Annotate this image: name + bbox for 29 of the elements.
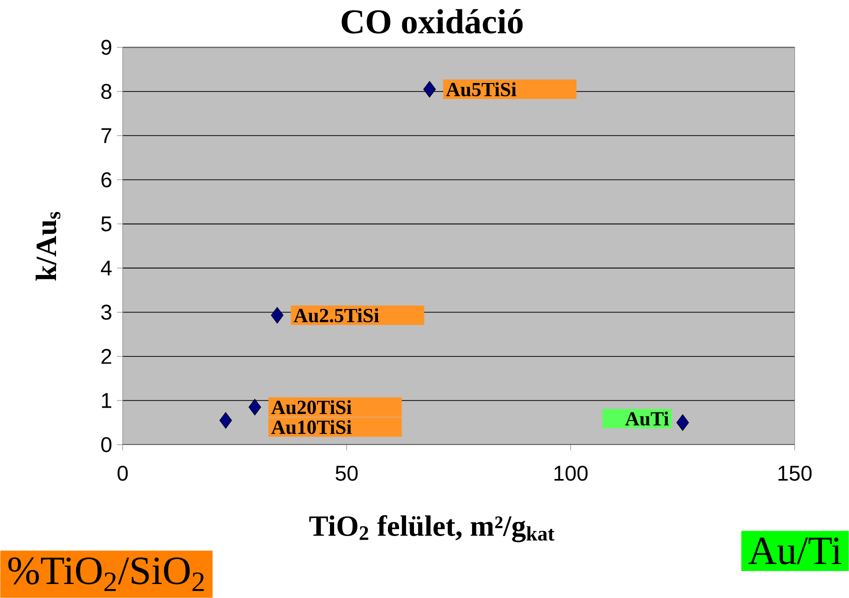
text: %TiO$_{2}$/SiO$_{2}$ bbox=[8, 557, 204, 592]
annotation: Au2.5TiSi bbox=[294, 308, 379, 322]
y-tick-label: 2 bbox=[101, 348, 112, 364]
y-tick-label: 8 bbox=[101, 84, 112, 100]
y-tick-label: 1 bbox=[102, 393, 112, 408]
y-tick-label: 4 bbox=[100, 260, 112, 276]
y-tick-label: 7 bbox=[101, 128, 112, 143]
y-axis-title: k/Au$_{s}$ bbox=[36, 212, 60, 281]
point bbox=[423, 81, 436, 98]
text: Au/Ti bbox=[748, 538, 842, 564]
y-tick-label: 9 bbox=[101, 40, 112, 55]
chart-title: CO oxidáció bbox=[342, 9, 523, 34]
annotation: Au20TiSi bbox=[271, 400, 352, 414]
annotation: Au10TiSi bbox=[271, 420, 352, 434]
point bbox=[248, 398, 262, 416]
y-tick-label: 3 bbox=[101, 304, 112, 320]
x-tick-label: 150 bbox=[778, 466, 812, 481]
annotation: Au5TiSi bbox=[446, 82, 516, 96]
y-tick-label: 0 bbox=[101, 437, 112, 452]
x-tick-label: 0 bbox=[118, 466, 128, 481]
annotation: AuTi bbox=[625, 412, 669, 426]
x-axis-title: TiO$_{2}$ felület, m²/g$_{kat}$ bbox=[309, 515, 554, 542]
y-tick-label: 6 bbox=[101, 172, 112, 188]
x-tick-label: 100 bbox=[554, 466, 588, 481]
point bbox=[270, 307, 284, 324]
y-tick-label: 5 bbox=[101, 216, 112, 232]
point bbox=[219, 412, 232, 429]
x-tick-label: 50 bbox=[336, 466, 358, 481]
point bbox=[676, 414, 689, 431]
